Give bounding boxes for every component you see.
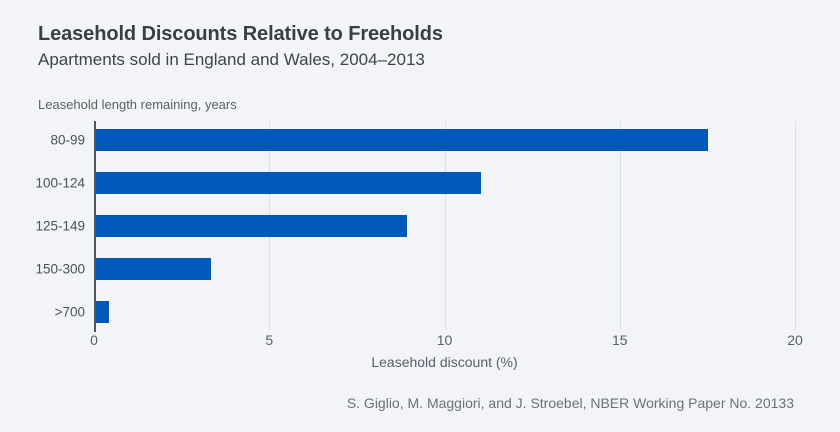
bar-row: 150-300 — [35, 258, 795, 280]
x-axis-title: Leasehold discount (%) — [371, 354, 518, 370]
bar — [95, 172, 481, 194]
x-tick-label-10: 10 — [436, 332, 453, 348]
x-tick-label-15: 15 — [611, 332, 628, 348]
category-axis-note: Leasehold length remaining, years — [38, 97, 237, 112]
bar — [95, 215, 407, 237]
bar — [95, 258, 211, 280]
x-axis-tick-labels: 0 5 10 15 20 — [90, 332, 803, 350]
x-tick-label-5: 5 — [265, 332, 274, 348]
bar — [95, 301, 110, 323]
bar — [95, 129, 709, 151]
source-credit: S. Giglio, M. Maggiori, and J. Stroebel,… — [346, 395, 794, 411]
bar-row: 80-99 — [50, 129, 795, 151]
category-label: 150-300 — [35, 261, 85, 277]
gridline-x-15 — [619, 121, 621, 330]
bar-row: >700 — [55, 301, 795, 323]
category-label: 125-149 — [35, 218, 85, 234]
chart-title: Leasehold Discounts Relative to Freehold… — [38, 23, 443, 45]
x-tick-label-20: 20 — [787, 332, 803, 348]
category-label: 80-99 — [50, 132, 85, 148]
gridline-x-10 — [444, 121, 446, 330]
bar-row: 125-149 — [35, 215, 795, 237]
plot-area: 80-99 100-124 125-149 150-300 >700 — [35, 121, 796, 332]
category-label: >700 — [54, 304, 85, 320]
gridline-x-20 — [795, 121, 796, 330]
category-label: 100-124 — [35, 175, 85, 191]
bar-row: 100-124 — [35, 172, 795, 194]
chart-subtitle: Apartments sold in England and Wales, 20… — [38, 50, 425, 69]
y-axis-line — [94, 121, 96, 332]
x-tick-label-0: 0 — [90, 332, 98, 348]
